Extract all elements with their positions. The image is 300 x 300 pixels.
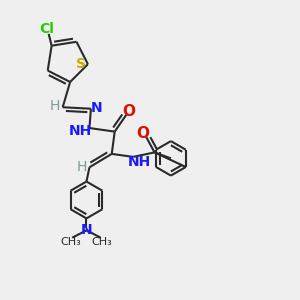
Text: H: H: [49, 99, 60, 113]
Text: CH₃: CH₃: [92, 237, 112, 247]
Text: NH: NH: [69, 124, 92, 138]
Text: N: N: [91, 101, 102, 115]
Text: NH: NH: [128, 155, 151, 169]
Text: CH₃: CH₃: [60, 237, 81, 247]
Text: H: H: [77, 160, 87, 174]
Text: S: S: [76, 57, 86, 71]
Text: O: O: [122, 104, 136, 119]
Text: O: O: [136, 126, 149, 141]
Text: N: N: [81, 223, 92, 237]
Text: Cl: Cl: [40, 22, 55, 36]
